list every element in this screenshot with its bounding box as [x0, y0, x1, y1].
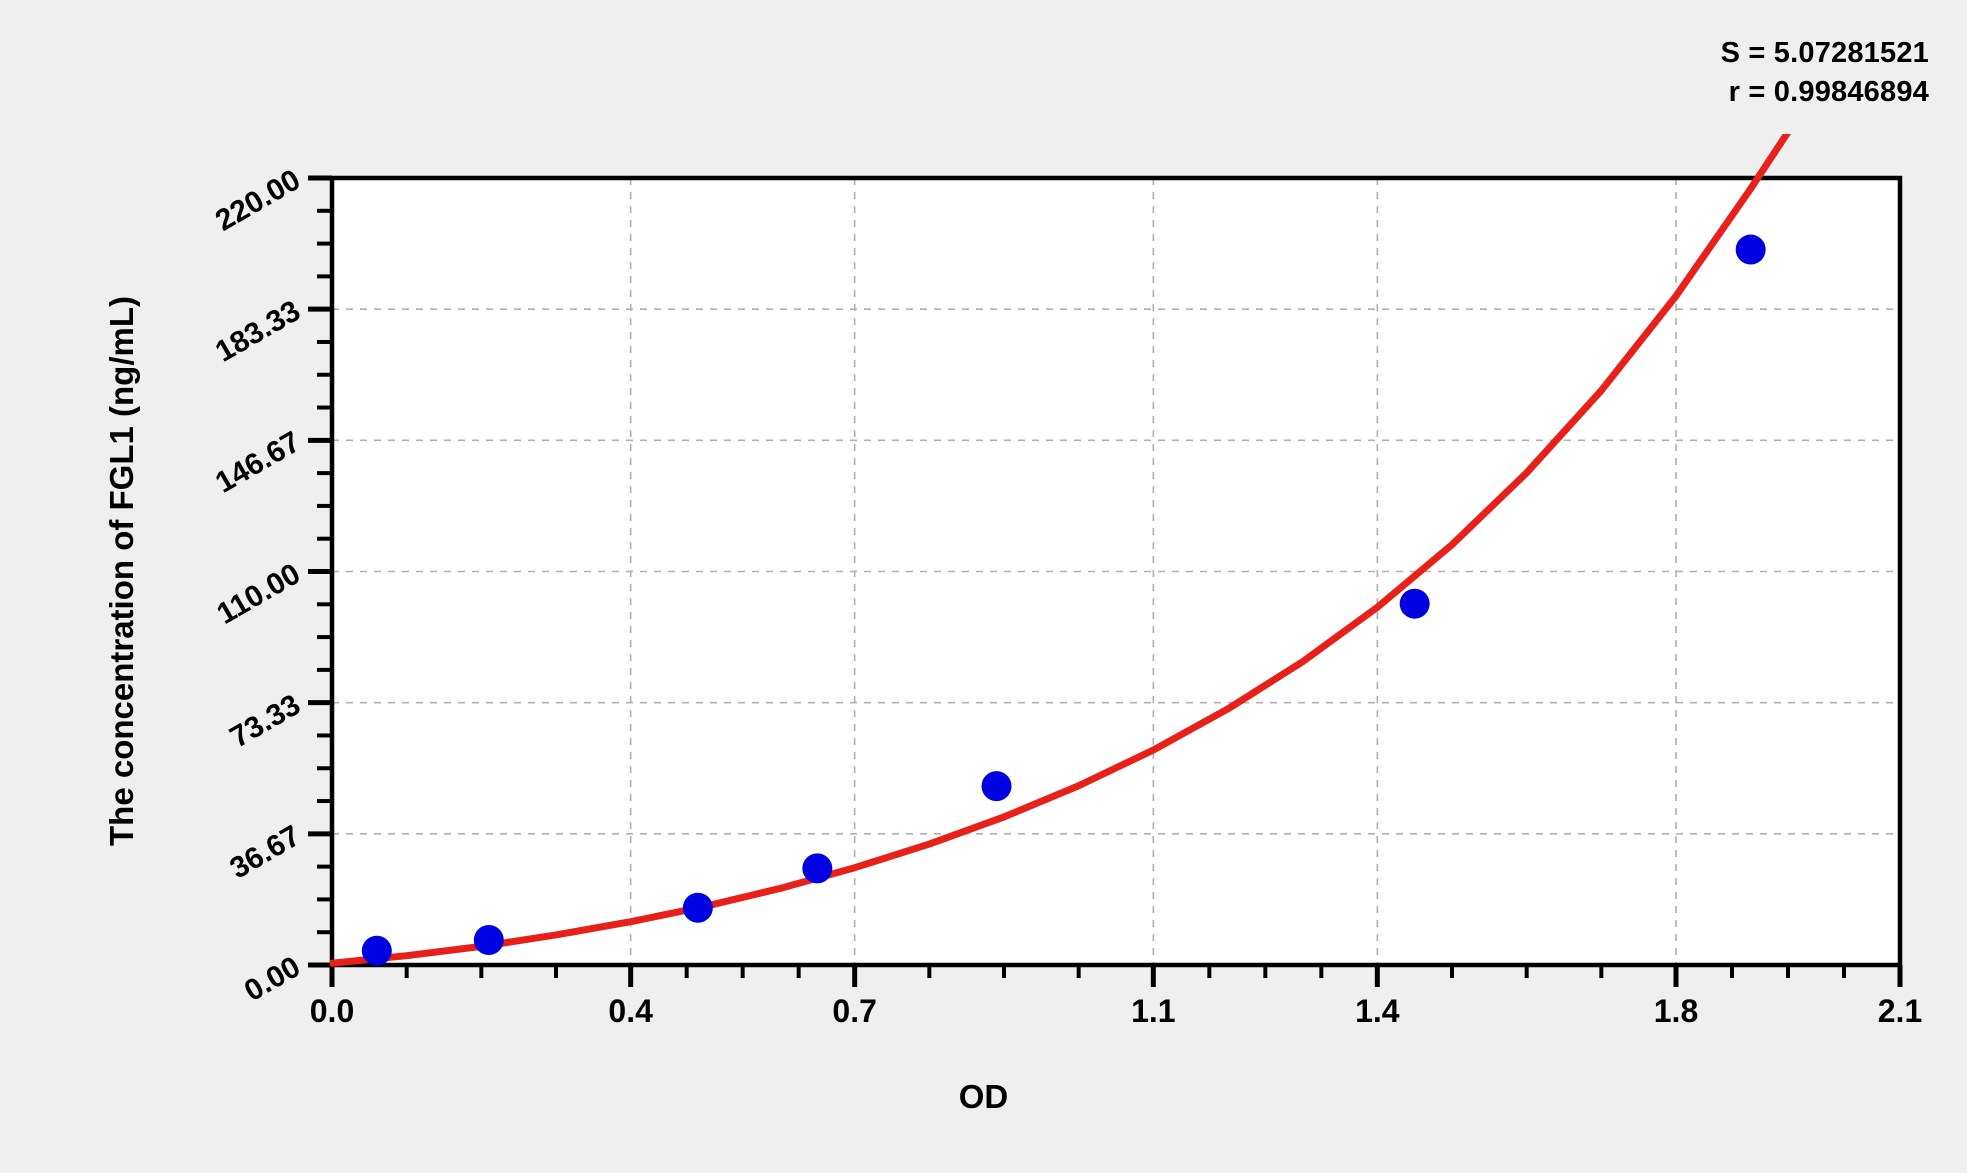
data-points-layer [361, 234, 1766, 966]
data-point [682, 892, 713, 923]
x-tick-label: 0.7 [832, 993, 877, 1029]
data-point [802, 853, 833, 884]
data-point [1735, 234, 1766, 265]
data-point [1399, 588, 1430, 619]
x-tick-label: 1.4 [1355, 993, 1400, 1029]
data-point [361, 935, 392, 966]
plot-frame [329, 175, 1903, 968]
x-tick-label: 0.4 [608, 993, 653, 1029]
x-tick-label: 2.1 [1877, 993, 1923, 1029]
fit-curve-layer [330, 134, 1791, 967]
x-tick-label: 1.8 [1653, 993, 1699, 1029]
fit-statistics: S = 5.07281521 r = 0.99846894 [1721, 34, 1929, 111]
r-value-text: r = 0.99846894 [1728, 75, 1929, 108]
plot-frame-rect [329, 175, 1903, 968]
data-point [473, 924, 504, 955]
x-tick-label: 0.0 [309, 993, 355, 1029]
fit-curve-path [330, 134, 1791, 967]
gridlines-layer [332, 178, 1900, 965]
x-tick-label: 1.1 [1131, 993, 1176, 1029]
s-value-text: S = 5.07281521 [1720, 37, 1929, 69]
data-point [981, 771, 1012, 802]
x-axis-title: OD [958, 1078, 1009, 1115]
